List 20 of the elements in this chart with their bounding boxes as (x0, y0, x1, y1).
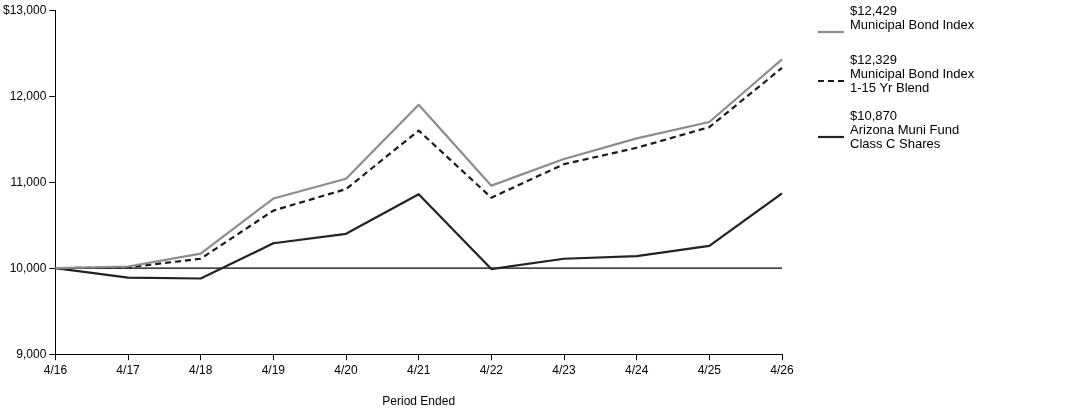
y-tick-label: $13,000 (2, 2, 47, 17)
legend-label: $12,329 Municipal Bond Index 1-15 Yr Blend (850, 52, 976, 95)
x-axis-title: Period Ended (382, 394, 456, 409)
text: $12,429 Municipal Bond Index (850, 3, 975, 32)
x-tick-label: 4/17 (116, 362, 141, 377)
y-tick-label: 10,000 (9, 260, 47, 275)
x-tick-label: 4/20 (334, 362, 359, 377)
legend-label: $10,870 Arizona Muni Fund Class C Shares (850, 108, 961, 151)
x-tick-label: 4/26 (770, 362, 794, 377)
x-tick-label: 4/21 (407, 362, 431, 377)
x-tick-label: 4/18 (189, 362, 213, 377)
x-tick-label: 4/25 (697, 362, 722, 377)
x-tick-label: 4/22 (479, 362, 504, 377)
y-tick-label: 9,000 (16, 346, 47, 361)
x-tick-label: 4/16 (43, 362, 68, 377)
y-tick-label: 11,000 (10, 174, 47, 189)
x-tick-label: 4/19 (261, 362, 286, 377)
y-tick-label: 12,000 (9, 88, 47, 103)
x-tick-label: 4/23 (552, 362, 577, 377)
x-tick-label: 4/24 (625, 362, 649, 377)
